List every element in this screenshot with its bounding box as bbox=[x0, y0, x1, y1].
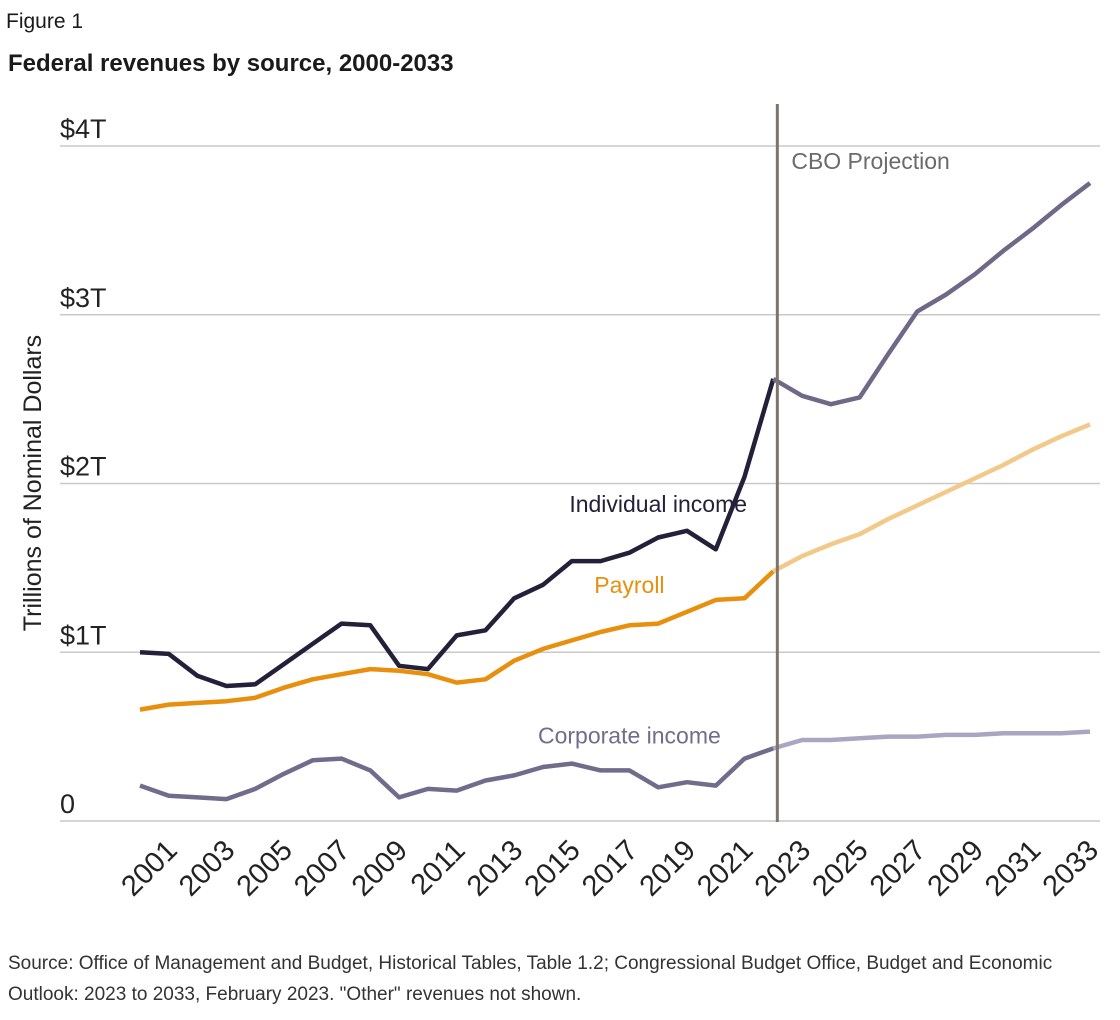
x-tick-label: 2021 bbox=[691, 834, 759, 902]
series-0-actual-line bbox=[139, 378, 776, 689]
x-tick-label: 2005 bbox=[231, 834, 299, 902]
x-tick-label: 2033 bbox=[1037, 834, 1105, 902]
x-tick-label: 2027 bbox=[864, 834, 932, 902]
series-lines bbox=[139, 181, 1092, 802]
y-tick-labels: 0 $1T $2T $3T $4T bbox=[60, 114, 107, 819]
series-2-actual-line bbox=[139, 746, 775, 802]
x-tick-label: 2001 bbox=[115, 834, 183, 902]
annotation-2: Corporate income bbox=[538, 722, 721, 748]
x-tick-label: 2003 bbox=[173, 834, 241, 902]
y-tick-label: $3T bbox=[60, 283, 107, 313]
source-note: Source: Office of Management and Budget,… bbox=[8, 953, 1053, 1005]
y-axis-label: Trillions of Nominal Dollars bbox=[19, 335, 47, 631]
gridlines bbox=[60, 145, 1100, 822]
chart-title: Federal revenues by source, 2000-2033 bbox=[8, 50, 454, 77]
x-tick-label: 2031 bbox=[979, 834, 1047, 902]
x-tick-label: 2019 bbox=[634, 834, 702, 902]
y-tick-label: $4T bbox=[60, 114, 107, 144]
x-tick-label: 2025 bbox=[806, 834, 874, 902]
series-annotations: Individual income Payroll Corporate income bbox=[538, 491, 747, 748]
annotation-0: Individual income bbox=[569, 491, 747, 517]
series-0-projection-line bbox=[772, 181, 1092, 407]
x-tick-labels: 2001200320052007200920112013201520172019… bbox=[115, 834, 1104, 902]
x-tick-label: 2007 bbox=[288, 834, 356, 902]
series-1-projection-line bbox=[772, 422, 1091, 574]
y-tick-label: 0 bbox=[60, 789, 75, 819]
series-1-actual-line bbox=[139, 569, 775, 712]
x-tick-label: 2009 bbox=[346, 834, 414, 902]
y-tick-label: $1T bbox=[60, 620, 107, 650]
x-tick-label: 2017 bbox=[576, 834, 644, 902]
y-tick-label: $2T bbox=[60, 452, 107, 482]
x-tick-label: 2011 bbox=[405, 834, 472, 901]
figure-label: Figure 1 bbox=[6, 10, 84, 33]
x-tick-label: 2023 bbox=[749, 834, 817, 902]
series-2-projection-line bbox=[772, 729, 1091, 751]
annotation-1: Payroll bbox=[594, 572, 664, 598]
x-tick-label: 2029 bbox=[922, 834, 990, 902]
x-tick-label: 2013 bbox=[461, 834, 529, 902]
projection-label: CBO Projection bbox=[791, 148, 950, 174]
revenue-line-chart: 0$1T$2T$3T$4T 20012003200520072009201120… bbox=[19, 104, 1105, 903]
x-tick-label: 2015 bbox=[519, 834, 587, 902]
